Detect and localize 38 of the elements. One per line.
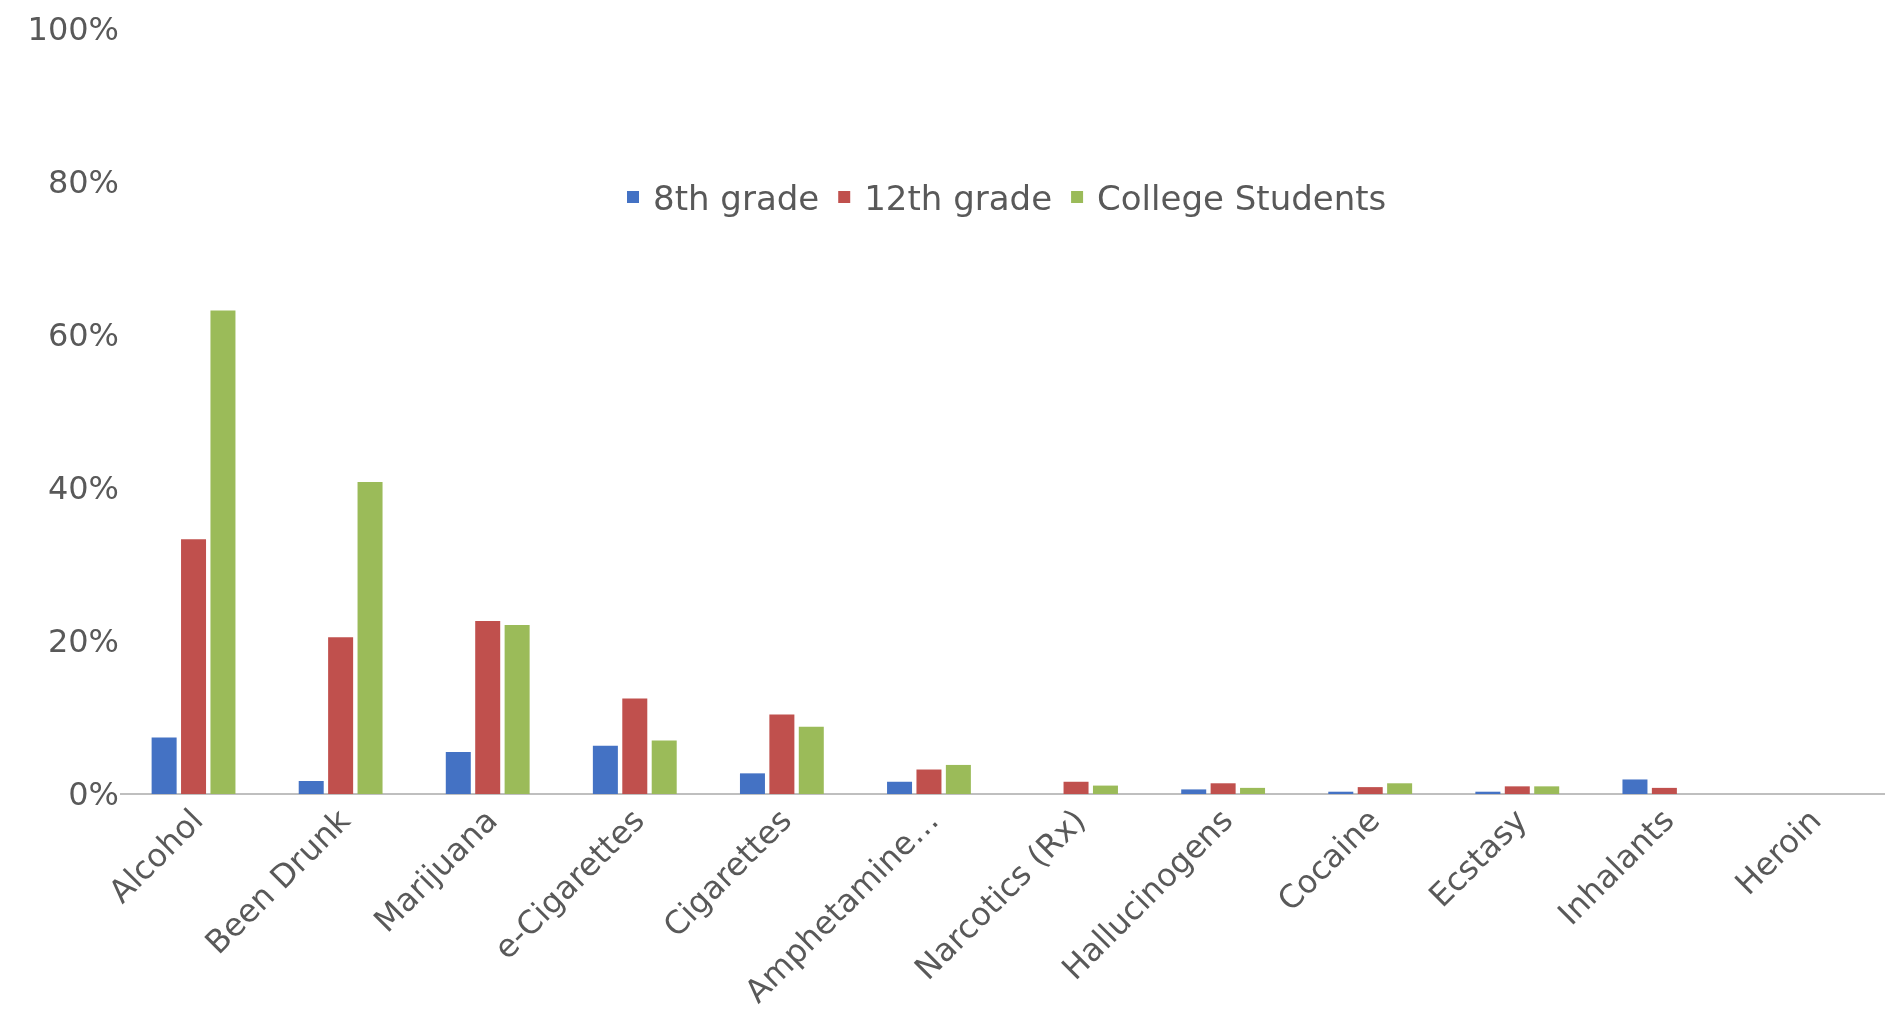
bar bbox=[210, 310, 236, 794]
bar bbox=[1092, 785, 1118, 794]
bar bbox=[298, 781, 324, 794]
bar bbox=[651, 740, 677, 794]
bar bbox=[181, 539, 207, 794]
y-tick-label: 100% bbox=[27, 10, 119, 49]
bar bbox=[1622, 779, 1648, 794]
bar bbox=[1387, 783, 1413, 794]
bar bbox=[1181, 789, 1207, 794]
y-tick-label: 60% bbox=[47, 316, 119, 355]
bar bbox=[916, 769, 942, 794]
bar bbox=[592, 745, 618, 794]
bar bbox=[151, 737, 177, 794]
y-tick-label: 40% bbox=[47, 469, 119, 508]
bar bbox=[945, 764, 971, 794]
bar bbox=[798, 726, 824, 794]
bar bbox=[887, 781, 913, 794]
bar bbox=[1240, 787, 1266, 794]
bar bbox=[1534, 786, 1560, 794]
bar bbox=[357, 481, 383, 794]
bar bbox=[739, 773, 765, 794]
bar bbox=[769, 714, 795, 794]
bar bbox=[445, 751, 471, 794]
bar bbox=[1210, 783, 1236, 794]
bar bbox=[328, 637, 354, 794]
legend-label: College Students bbox=[1097, 178, 1387, 219]
legend-label: 8th grade bbox=[653, 178, 820, 219]
bar bbox=[1651, 787, 1677, 794]
bar bbox=[1357, 787, 1383, 794]
bar bbox=[475, 621, 501, 794]
bar bbox=[622, 698, 648, 794]
y-tick-label: 0% bbox=[68, 775, 119, 814]
legend-label: 12th grade bbox=[864, 178, 1053, 219]
y-tick-label: 20% bbox=[47, 622, 119, 661]
y-tick-label: 80% bbox=[47, 163, 119, 202]
bar bbox=[504, 624, 530, 794]
bar bbox=[1504, 786, 1530, 794]
bar bbox=[1063, 781, 1089, 794]
